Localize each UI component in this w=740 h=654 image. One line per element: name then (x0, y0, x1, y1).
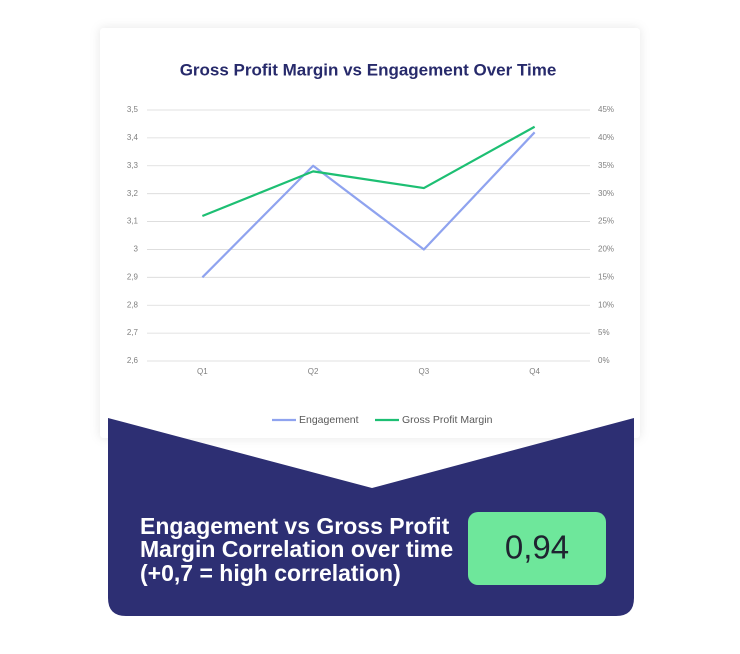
x-tick-label: Q3 (419, 367, 430, 376)
y2-tick-label: 25% (598, 217, 614, 226)
series-line (201, 131, 536, 279)
y-tick-label: 3,2 (127, 189, 139, 198)
y2-tick-label: 30% (598, 189, 614, 198)
card (100, 28, 640, 438)
chart-title: Gross Profit Margin vs Engagement Over T… (180, 60, 557, 79)
y-tick-label: 3,4 (127, 133, 139, 142)
y2-tick-label: 5% (598, 328, 610, 337)
y-tick-label: 2,8 (127, 300, 139, 309)
y2-tick-label: 10% (598, 300, 614, 309)
y2-tick-label: 15% (598, 272, 614, 281)
summary-line: Margin Correlation over time (140, 536, 453, 562)
legend-label: Engagement (299, 414, 359, 426)
x-tick-label: Q4 (529, 367, 540, 376)
legend-label: Gross Profit Margin (402, 414, 493, 426)
score-box (468, 512, 606, 585)
y2-tick-label: 20% (598, 245, 614, 254)
y2-tick-label: 0% (598, 356, 610, 365)
score-value: 0,94 (505, 529, 569, 566)
y-tick-label: 2,6 (127, 356, 139, 365)
summary-line: Engagement vs Gross Profit (140, 513, 450, 539)
summary-text: Engagement vs Gross Profit Margin Correl… (140, 513, 453, 586)
y-tick-label: 2,7 (127, 328, 139, 337)
y-tick-label: 3 (134, 245, 139, 254)
y2-tick-label: 45% (598, 105, 614, 114)
y-tick-label: 3,3 (127, 161, 139, 170)
y2-tick-label: 35% (598, 161, 614, 170)
y2-tick-label: 40% (598, 133, 614, 142)
series-line (201, 125, 536, 217)
y-tick-label: 2,9 (127, 272, 139, 281)
y-tick-label: 3,1 (127, 217, 139, 226)
x-tick-label: Q2 (308, 367, 319, 376)
summary-line: (+0,7 = high correlation) (140, 560, 401, 586)
x-tick-label: Q1 (197, 367, 208, 376)
y-tick-label: 3,5 (127, 105, 139, 114)
